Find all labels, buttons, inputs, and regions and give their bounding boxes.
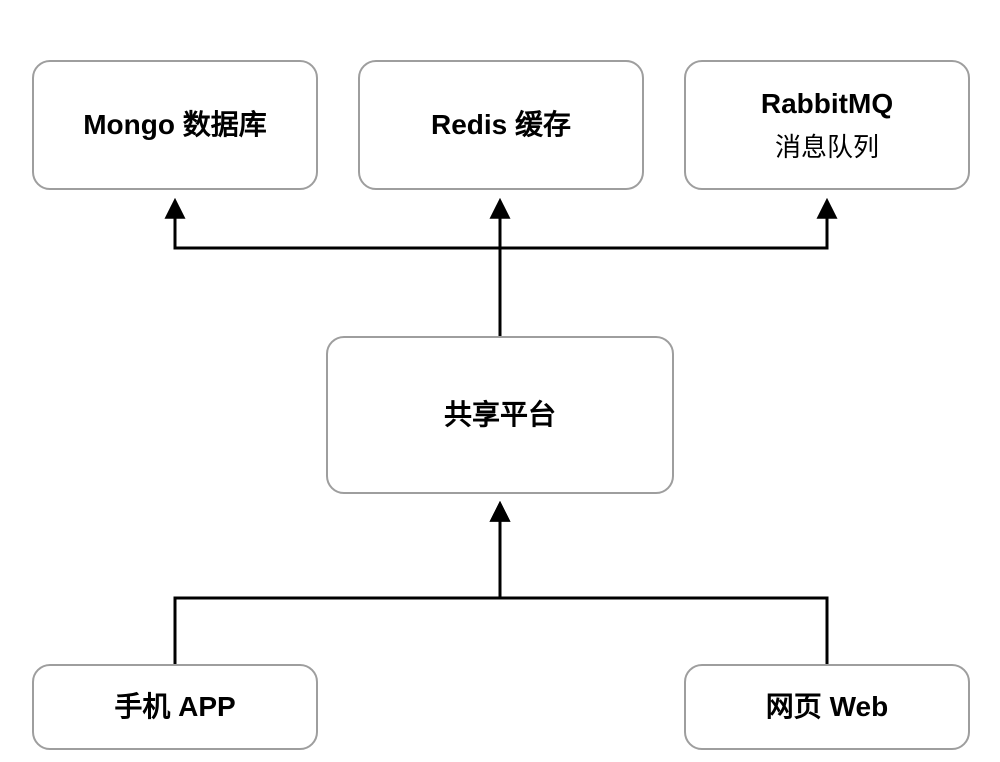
node-label: Mongo 数据库 <box>83 105 267 144</box>
node-mongo: Mongo 数据库 <box>32 60 318 190</box>
edge-platform-to-mongo <box>175 202 500 336</box>
node-web: 网页 Web <box>684 664 970 750</box>
node-label: RabbitMQ <box>761 84 893 123</box>
node-label: 手机 APP <box>114 687 235 726</box>
node-app: 手机 APP <box>32 664 318 750</box>
node-redis: Redis 缓存 <box>358 60 644 190</box>
node-sublabel: 消息队列 <box>775 129 879 165</box>
edge-platform-to-rabbitmq <box>500 202 827 336</box>
node-label: 网页 Web <box>766 687 888 726</box>
node-label: 共享平台 <box>444 395 556 434</box>
edge-app-to-platform <box>175 505 500 664</box>
node-label: Redis 缓存 <box>431 105 571 144</box>
diagram-stage: Mongo 数据库 Redis 缓存 RabbitMQ 消息队列共享平台手机 APP 网… <box>0 0 1000 762</box>
edge-web-to-platform <box>500 505 827 664</box>
node-rabbitmq: RabbitMQ 消息队列 <box>684 60 970 190</box>
node-platform: 共享平台 <box>326 336 674 494</box>
